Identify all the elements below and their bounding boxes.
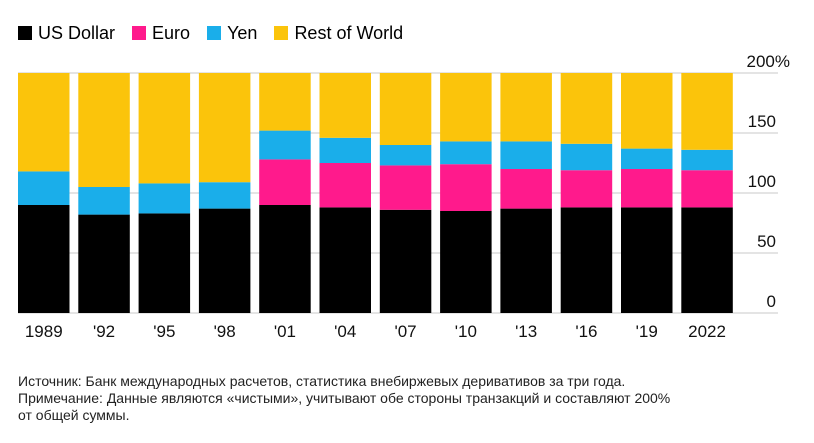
bar-segment: [560, 207, 613, 313]
bar-segment: [138, 73, 191, 184]
bar-segment: [621, 148, 673, 169]
bar-segment: [319, 207, 371, 313]
bar-segment: [681, 207, 733, 313]
bar-segment: [379, 209, 432, 313]
y-tick-label: 200%: [747, 52, 790, 71]
bar-segment: [319, 137, 371, 163]
bar-segment: [259, 205, 311, 313]
legend-label: US Dollar: [38, 23, 116, 43]
bar-segment: [440, 141, 492, 165]
chart-footnote: Источник: Банк международных расчетов, с…: [18, 373, 798, 424]
legend-item: US Dollar: [18, 22, 115, 44]
x-tick-label: 1989: [25, 322, 63, 341]
bar-segment: [78, 187, 130, 215]
x-tick-label: '07: [394, 322, 416, 341]
stacked-bar-chart: 1989 '92 '95 '98 '01 '04 '07 '10 '13 '16 '19 2022 0 5…: [18, 52, 790, 341]
x-tick-label: '98: [214, 322, 236, 341]
bar-segment: [440, 211, 492, 313]
x-tick-label: 2022: [688, 322, 726, 341]
bar-segment: [319, 163, 371, 208]
y-tick-label: 50: [757, 232, 776, 251]
bar-segment: [138, 183, 191, 214]
bar-segment: [500, 208, 552, 313]
bar-segment: [681, 170, 733, 208]
y-tick-label: 150: [748, 112, 776, 131]
bar-segment: [18, 171, 70, 205]
legend-swatch: [207, 26, 222, 40]
bar-segment: [681, 73, 733, 150]
bar-segment: [440, 73, 492, 142]
bar-segment: [259, 73, 311, 131]
bar-segment: [198, 73, 251, 183]
x-tick-label: '10: [455, 322, 477, 341]
bar-segment: [500, 73, 552, 142]
bar-segment: [560, 73, 613, 144]
x-tick-label: '13: [515, 322, 537, 341]
bar-segment: [621, 207, 673, 313]
chart-legend: US Dollar Euro Yen Rest of World: [18, 22, 420, 44]
legend-item: Yen: [207, 22, 257, 44]
bar-segment: [78, 73, 130, 187]
bar-segment: [621, 73, 673, 149]
legend-label: Euro: [152, 23, 191, 43]
bar-segment: [560, 143, 613, 171]
bar-segment: [198, 208, 251, 313]
bar-segment: [379, 165, 432, 210]
footnote-note-continued: от общей суммы.: [18, 407, 130, 423]
bar-segment: [78, 214, 130, 313]
bar-segment: [259, 130, 311, 160]
footnote-note: Примечание: Данные являются «чистыми», у…: [18, 390, 671, 406]
bar-segment: [560, 170, 613, 208]
legend-item: Rest of World: [274, 22, 403, 44]
y-tick-label: 0: [767, 292, 776, 311]
bar-segment: [379, 145, 432, 166]
legend-swatch: [132, 26, 147, 40]
bar-segment: [440, 164, 492, 211]
x-tick-label: '04: [334, 322, 356, 341]
bar-segment: [198, 182, 251, 209]
bar-segment: [319, 73, 371, 138]
bar-segment: [18, 73, 70, 172]
legend-swatch: [18, 26, 32, 40]
legend-label: Rest of World: [294, 23, 404, 43]
x-tick-label: '16: [575, 322, 597, 341]
footnote-source: Источник: Банк международных расчетов, с…: [18, 373, 626, 389]
legend-swatch: [274, 26, 289, 40]
x-tick-label: '92: [93, 322, 115, 341]
bar-segment: [379, 73, 432, 145]
y-tick-label: 100: [748, 172, 776, 191]
bar-segment: [259, 159, 311, 205]
x-tick-label: '01: [274, 322, 296, 341]
legend-item: Euro: [132, 22, 190, 44]
legend-label: Yen: [227, 23, 258, 43]
x-tick-label: '95: [153, 322, 175, 341]
bar-segment: [500, 169, 552, 209]
bar-segment: [621, 169, 673, 208]
bar-segment: [681, 149, 733, 171]
bar-segment: [18, 205, 70, 313]
x-tick-label: '19: [636, 322, 658, 341]
bar-segment: [138, 213, 191, 313]
bar-segment: [500, 141, 552, 169]
